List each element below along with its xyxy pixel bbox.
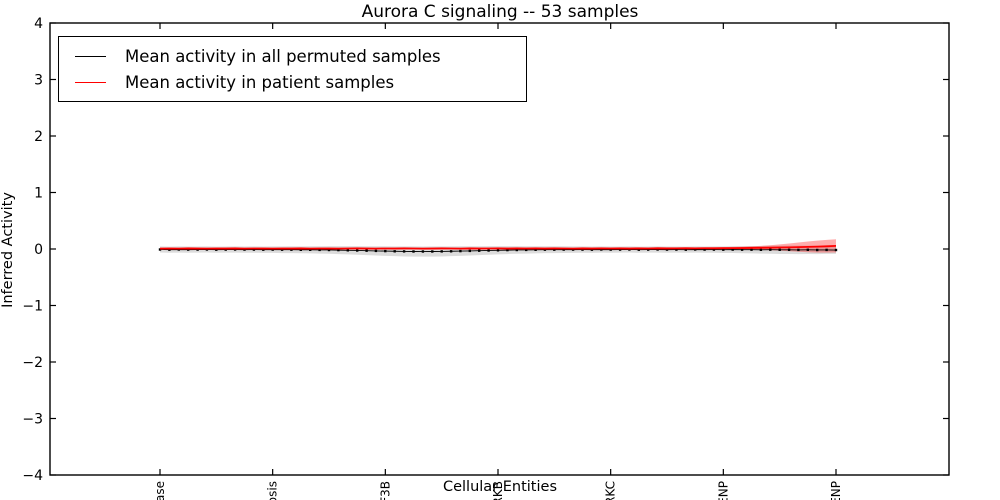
x-tick-label: AURKC <box>604 481 618 500</box>
permuted-marker <box>158 248 162 251</box>
permuted-marker <box>318 248 321 252</box>
permuted-marker <box>290 248 293 251</box>
permuted-marker <box>816 248 819 252</box>
permuted-marker <box>703 248 706 251</box>
permuted-marker <box>609 248 612 251</box>
permuted-marker <box>327 248 331 252</box>
permuted-marker <box>553 248 556 251</box>
permuted-marker <box>215 248 218 251</box>
permuted-marker <box>684 248 687 251</box>
permuted-marker <box>496 249 500 252</box>
permuted-marker <box>168 248 171 251</box>
permuted-marker <box>581 248 584 251</box>
permuted-marker <box>525 248 528 252</box>
permuted-marker <box>759 248 763 251</box>
permuted-marker <box>243 248 246 251</box>
permuted-marker <box>647 248 650 251</box>
permuted-marker <box>374 249 378 253</box>
y-tick-label: 2 <box>34 129 43 145</box>
permuted-marker <box>431 250 434 253</box>
permuted-marker <box>628 248 631 251</box>
patient-series-line-sample <box>75 81 106 83</box>
permuted-marker <box>224 248 227 251</box>
y-tick-label: −4 <box>22 468 43 484</box>
permuted-marker <box>459 249 462 253</box>
permuted-marker <box>834 248 838 252</box>
permuted-marker <box>562 248 565 251</box>
permuted-marker <box>412 250 415 253</box>
permuted-marker <box>656 248 659 251</box>
y-tick-label: −1 <box>22 299 43 315</box>
permuted-marker <box>337 248 340 252</box>
chart-title: Aurora C signaling -- 53 samples <box>361 2 639 22</box>
permuted-marker <box>393 250 396 253</box>
y-tick-label: 4 <box>34 16 43 32</box>
permuted-marker <box>309 248 312 251</box>
permuted-marker <box>778 248 781 251</box>
x-tick-label: INCENP <box>716 481 730 500</box>
permuted-marker <box>722 248 725 251</box>
permuted-marker <box>637 248 640 251</box>
permuted-marker <box>515 248 518 252</box>
permuted-marker <box>571 248 575 251</box>
permuted-marker <box>187 248 190 251</box>
permuted-series-line-sample <box>75 55 106 57</box>
permuted-marker <box>271 248 274 251</box>
x-axis-label: Cellular Entities <box>442 479 558 495</box>
permuted-marker <box>280 248 284 251</box>
permuted-marker <box>440 250 443 253</box>
permuted-marker <box>252 248 256 251</box>
permuted-marker <box>740 248 744 251</box>
permuted-marker <box>694 248 697 251</box>
permuted-marker <box>618 248 622 251</box>
permuted-marker <box>196 248 199 251</box>
permuted-marker <box>825 248 828 252</box>
x-tick-label: mitosis <box>266 481 280 500</box>
permuted-marker <box>402 250 406 253</box>
permuted-marker <box>262 248 265 251</box>
permuted-marker <box>665 248 669 251</box>
legend-label-permuted: Mean activity in all permuted samples <box>125 46 441 66</box>
y-tick-label: 1 <box>34 186 43 202</box>
permuted-marker <box>384 249 387 253</box>
permuted-marker <box>356 249 359 252</box>
x-tick-label: AURKB <box>491 481 505 500</box>
legend-entry-patient: Mean activity in patient samples <box>75 69 518 95</box>
y-tick-label: −3 <box>22 412 43 428</box>
permuted-marker <box>534 248 537 251</box>
permuted-marker <box>478 249 481 252</box>
permuted-marker <box>590 248 594 251</box>
permuted-marker <box>712 248 716 251</box>
permuted-marker <box>365 249 368 252</box>
permuted-marker <box>346 249 349 252</box>
patient-mean-line <box>159 244 837 250</box>
permuted-marker <box>769 248 772 251</box>
permuted-marker <box>675 248 678 251</box>
permuted-marker <box>299 248 302 251</box>
permuted-marker <box>543 248 547 251</box>
permuted-marker <box>600 248 603 251</box>
permuted-marker <box>787 248 791 251</box>
permuted-marker <box>731 248 734 251</box>
x-tick-label: metaphase <box>153 481 167 500</box>
permuted-marker <box>797 248 800 252</box>
permuted-marker <box>468 249 471 253</box>
permuted-marker <box>806 248 809 251</box>
x-tick-label: Aurora C/Aurora B/INCENP <box>829 481 843 500</box>
permuted-marker <box>506 248 509 252</box>
y-tick-label: −2 <box>22 355 43 371</box>
permuted-marker <box>750 248 753 251</box>
y-tick-label: 3 <box>34 73 43 89</box>
permuted-marker <box>421 250 425 253</box>
legend-label-patient: Mean activity in patient samples <box>125 72 395 92</box>
permuted-marker <box>233 248 237 251</box>
x-tick-label: H3F3B <box>378 481 392 500</box>
permuted-marker <box>487 249 490 252</box>
permuted-marker <box>449 250 453 253</box>
legend-box: Mean activity in all permuted samples Me… <box>58 36 527 102</box>
legend-entry-permuted: Mean activity in all permuted samples <box>75 43 518 69</box>
y-tick-label: 0 <box>34 242 43 258</box>
